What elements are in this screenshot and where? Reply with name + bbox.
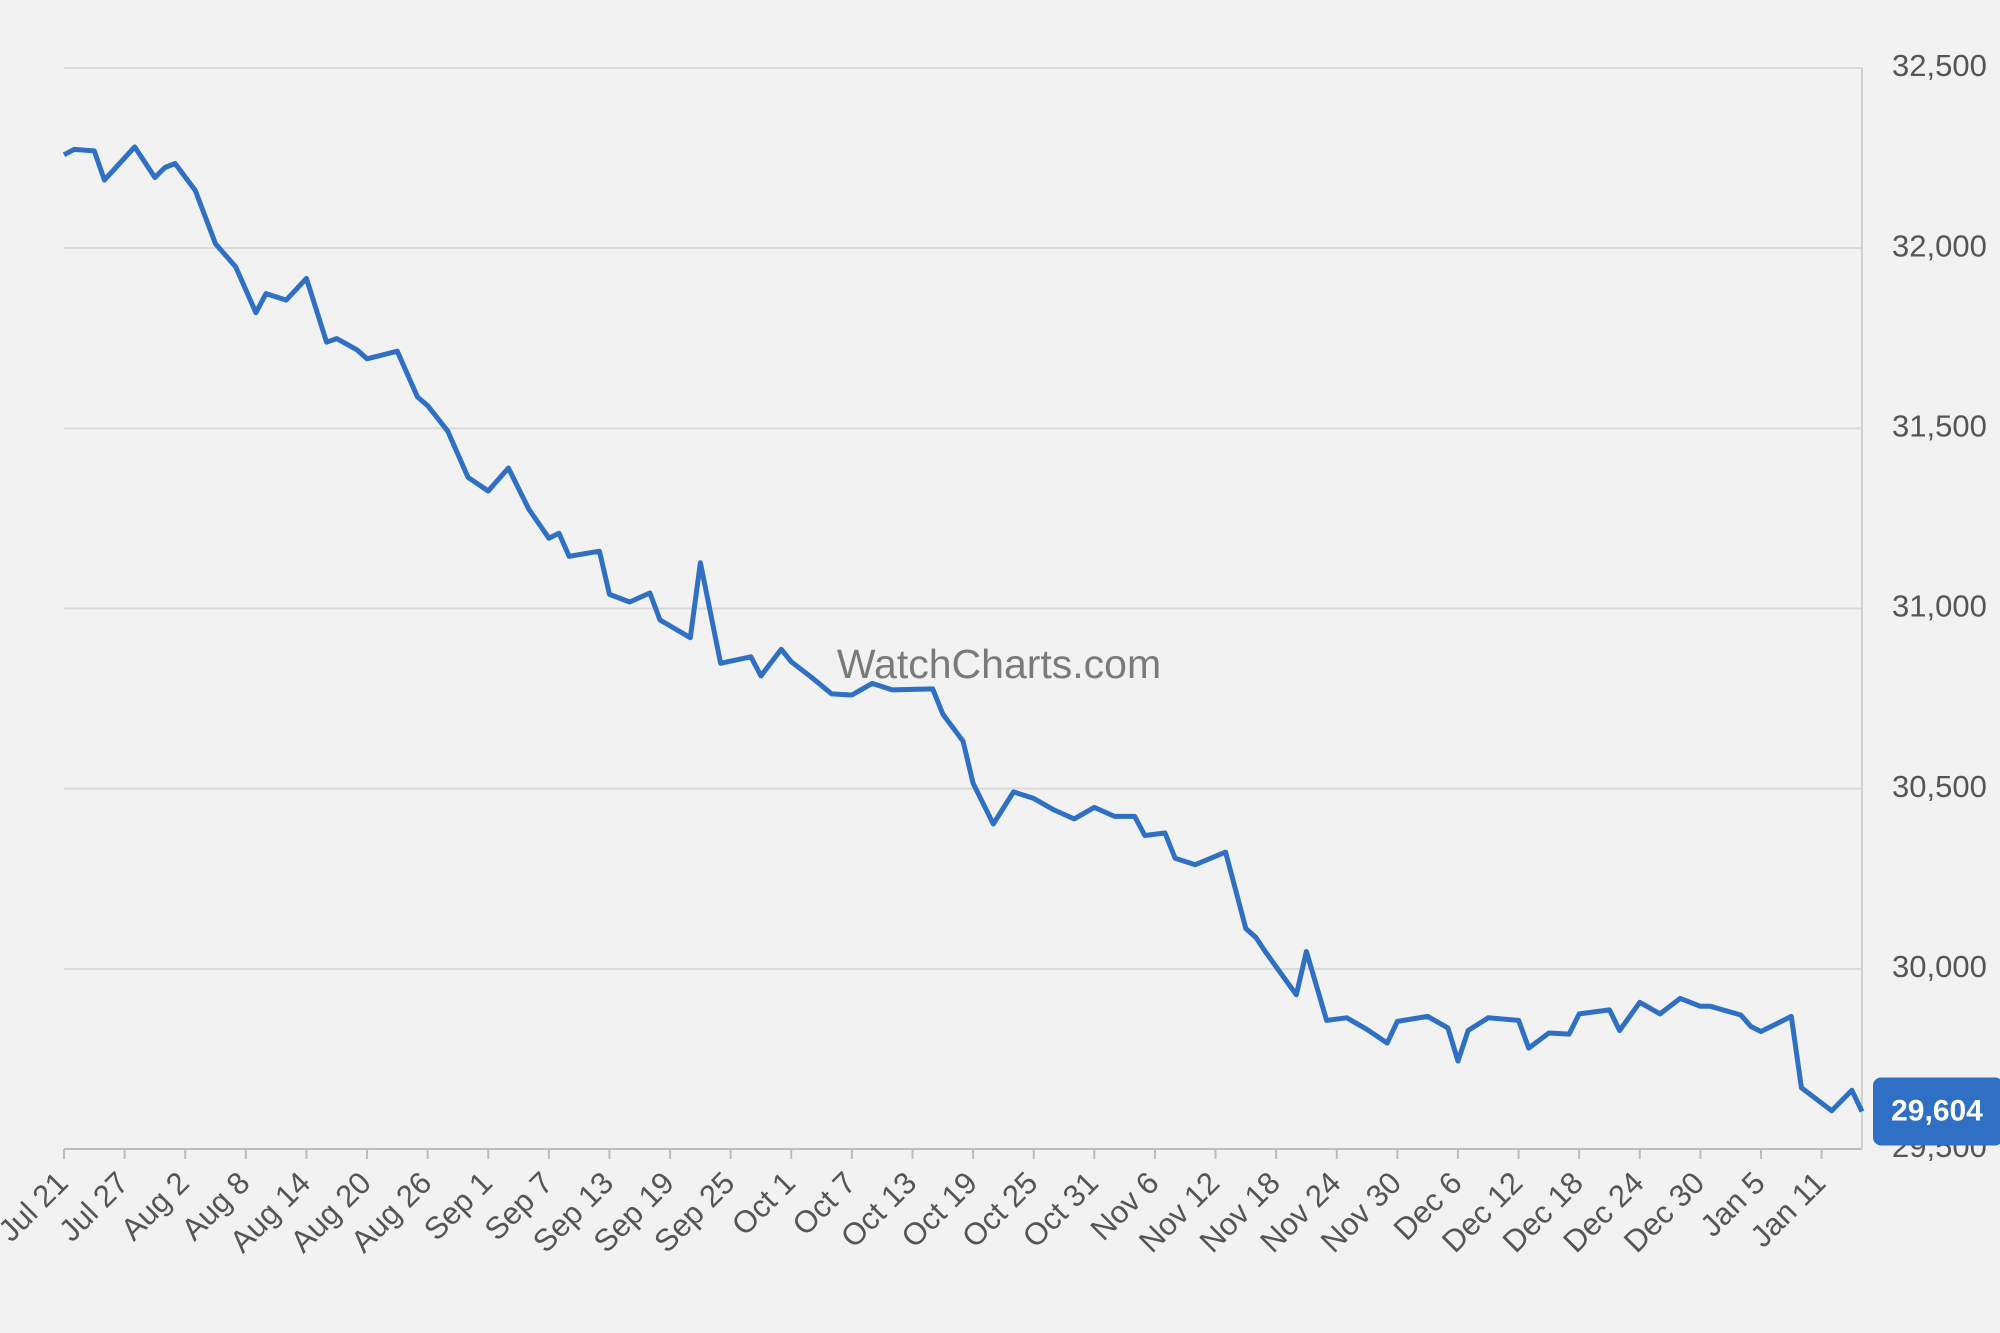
current-value-label: 29,604 [1891,1094,1983,1127]
y-tick-label: 31,500 [1892,409,1987,444]
y-tick-label: 32,000 [1892,228,1987,263]
current-value-badge [1873,1077,2000,1146]
watermark: WatchCharts.com [837,641,1161,687]
y-tick-label: 31,000 [1892,589,1987,624]
y-tick-label: 30,500 [1892,769,1987,804]
price-line [62,144,1865,1114]
y-tick-label: 32,500 [1892,48,1987,83]
y-tick-label: 30,000 [1892,949,1987,984]
